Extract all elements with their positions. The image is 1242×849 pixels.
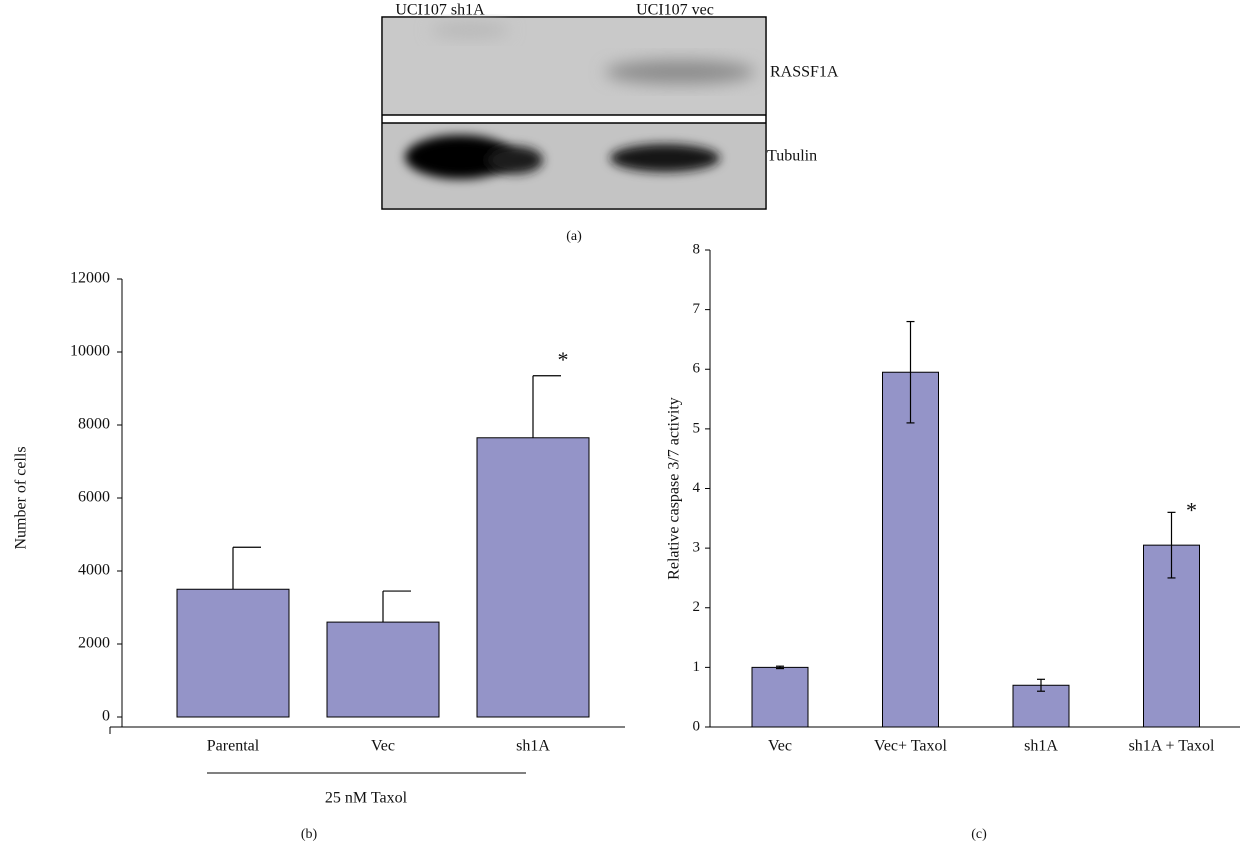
x-tick-label: Vec+ Taxol	[874, 738, 947, 755]
y-tick-label: 12000	[70, 270, 110, 287]
caption: (a)	[566, 229, 582, 244]
bar	[752, 667, 808, 727]
y-tick-label: 8	[693, 241, 701, 257]
y-axis-label: Relative caspase 3/7 activity	[666, 397, 683, 580]
significance-label: *	[1186, 497, 1197, 522]
y-tick-label: 8000	[78, 416, 110, 433]
y-axis-label: Number of cells	[13, 446, 30, 549]
y-tick-label: 5	[693, 420, 701, 436]
significance-label: *	[558, 347, 569, 372]
y-tick-label: 4	[693, 480, 701, 496]
x-tick-label: Vec	[768, 738, 792, 755]
bar	[177, 589, 289, 717]
caption: (c)	[971, 827, 987, 842]
band	[610, 144, 720, 172]
y-tick-label: 2000	[78, 635, 110, 652]
x-tick-label: Vec	[371, 738, 395, 755]
bar	[327, 622, 439, 717]
band	[605, 60, 755, 84]
figure: UCI107 sh1A UCI107 vec RASSF1A Tubulin (…	[0, 0, 1242, 849]
y-tick-label: 3	[693, 540, 701, 556]
western-blot: UCI107 sh1A UCI107 vec RASSF1A Tubulin (…	[382, 2, 839, 245]
y-tick-label: 0	[693, 718, 701, 734]
bar	[477, 438, 589, 717]
x-tick-label: sh1A + Taxol	[1129, 738, 1215, 755]
caption: (b)	[301, 827, 318, 842]
y-tick-label: 7	[693, 301, 701, 317]
band	[487, 146, 543, 174]
x-tick-label: sh1A	[1024, 738, 1058, 755]
y-tick-label: 1	[693, 659, 701, 675]
y-tick-label: 0	[102, 708, 110, 725]
y-tick-label: 10000	[70, 343, 110, 360]
lane-label: UCI107 sh1A	[395, 2, 485, 19]
group-label: 25 nM Taxol	[325, 790, 408, 807]
lane-label: UCI107 vec	[636, 2, 714, 19]
x-tick-label: sh1A	[516, 738, 550, 755]
band-label: RASSF1A	[770, 64, 839, 81]
band-label: Tubulin	[767, 148, 817, 165]
bar	[883, 372, 939, 727]
y-tick-label: 6	[693, 361, 701, 377]
y-tick-label: 4000	[78, 562, 110, 579]
y-tick-label: 2	[693, 599, 701, 615]
x-tick-label: Parental	[207, 738, 260, 755]
band	[430, 22, 510, 38]
y-tick-label: 6000	[78, 489, 110, 506]
